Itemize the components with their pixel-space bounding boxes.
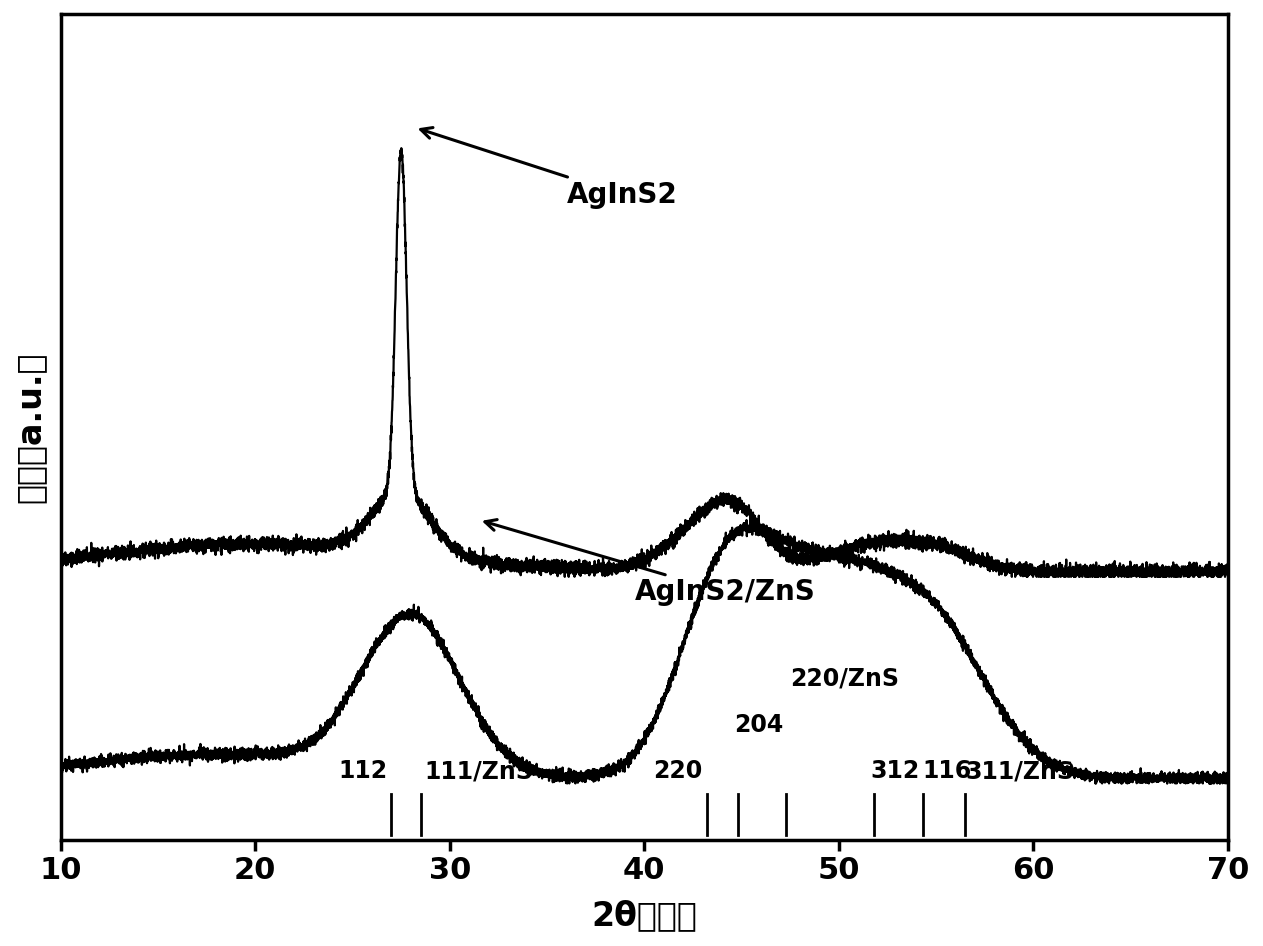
Text: 312: 312 — [870, 760, 919, 783]
Y-axis label: 强度（a.u.）: 强度（a.u.） — [14, 351, 47, 503]
Text: 116: 116 — [922, 760, 971, 783]
Text: 112: 112 — [338, 760, 388, 783]
Text: AgInS2/ZnS: AgInS2/ZnS — [485, 519, 816, 606]
X-axis label: 2θ（度）: 2θ（度） — [591, 899, 697, 932]
Text: 220: 220 — [653, 760, 702, 783]
Text: 111/ZnS: 111/ZnS — [424, 760, 533, 783]
Text: 311/ZnS: 311/ZnS — [965, 760, 1075, 783]
Text: AgInS2: AgInS2 — [421, 128, 677, 209]
Text: 204: 204 — [734, 713, 783, 737]
Text: 220/ZnS: 220/ZnS — [791, 667, 899, 691]
